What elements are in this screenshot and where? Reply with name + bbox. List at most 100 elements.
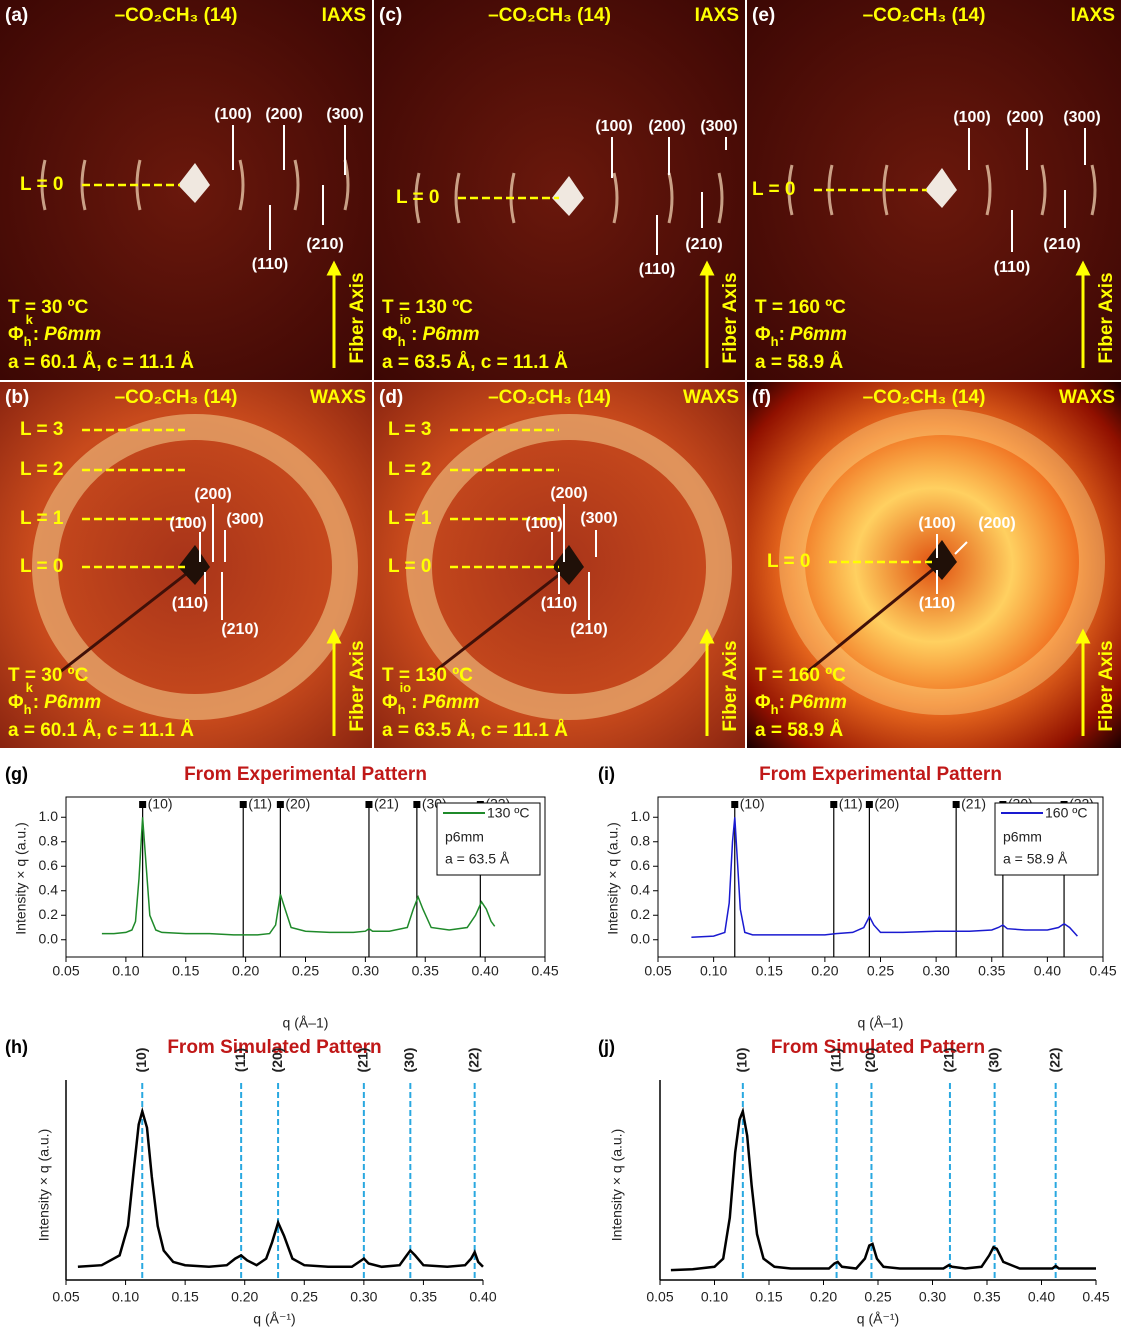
reflection-label: (210) [570, 621, 607, 638]
y-tick-label: 0.8 [631, 832, 651, 848]
reference-label: (11) [839, 796, 863, 812]
reference-label: (11) [827, 1048, 843, 1072]
phase-sub: h [398, 334, 406, 349]
phase-sup: k [26, 680, 34, 695]
layer-label: L = 2 [20, 459, 63, 480]
reflection-label: (110) [541, 595, 577, 612]
lattice: a = 60.1 Å, c = 11.1 Å [8, 352, 194, 373]
arc-reflection [882, 164, 889, 216]
reference-marker [731, 801, 739, 808]
panel-mode: IAXS [322, 5, 366, 26]
panel-label: (h) [5, 1037, 28, 1057]
phase-group: P6mm [422, 324, 479, 345]
diffraction-ring [32, 414, 358, 720]
temperature: T = 30 ºC [8, 665, 89, 686]
y-axis-label: Intensity × q (a.u.) [609, 1129, 625, 1241]
fiber-axis-label: Fiber Axis [347, 272, 368, 363]
phase: Φhk: P6mm [8, 312, 101, 349]
arc-reflection [717, 172, 724, 224]
phase-sep: : [779, 692, 785, 713]
reflection-label: (200) [978, 515, 1015, 532]
panel-title: –CO₂CH₃ (14) [863, 5, 986, 26]
phase: Φhk: P6mm [8, 680, 101, 717]
reflection-label: (110) [252, 256, 288, 273]
phase-group: P6mm [790, 324, 847, 345]
layer-label: L = 3 [388, 419, 431, 440]
x-tick-label: 0.10 [701, 1289, 728, 1305]
fiber-axis-label: Fiber Axis [1096, 272, 1117, 363]
diffraction-ring [779, 409, 1105, 715]
phase-symbol: Φ [382, 324, 398, 345]
layer-label: L = 2 [388, 459, 431, 480]
reference-label: (20) [874, 796, 899, 812]
panel-title: –CO₂CH₃ (14) [488, 387, 611, 408]
phase: Φh io: P6mm [382, 312, 480, 349]
panel-mode: WAXS [683, 387, 739, 408]
reference-label: (21) [961, 796, 986, 812]
reflection-label: (300) [326, 106, 363, 123]
reference-label: (10) [148, 796, 173, 812]
reference-label: (21) [355, 1048, 371, 1073]
panel-label: (e) [752, 5, 775, 26]
panel-label: (g) [5, 764, 28, 784]
arc-reflection [414, 172, 421, 224]
panel-title: –CO₂CH₃ (14) [863, 387, 986, 408]
x-tick-label: 0.45 [531, 963, 558, 979]
layer-label: L = 0 [752, 179, 795, 200]
x-tick-label: 0.30 [923, 963, 950, 979]
phase-sup: io [400, 680, 412, 695]
arc-reflection [1040, 164, 1047, 216]
legend-label: 130 ºC [487, 805, 529, 821]
chart-title: From Simulated Pattern [167, 1037, 381, 1058]
phase: Φh: P6mm [755, 324, 847, 349]
reflection-label: (200) [648, 118, 685, 135]
reference-marker [952, 801, 960, 808]
phase-sep: : [33, 692, 39, 713]
layer-label: L = 0 [20, 174, 63, 195]
phase-sub: h [771, 334, 779, 349]
layer-label: L = 1 [20, 508, 64, 529]
fiber-axis-label: Fiber Axis [347, 640, 368, 731]
x-tick-label: 0.40 [1034, 963, 1061, 979]
x-tick-label: 0.25 [864, 1289, 891, 1305]
x-axis-label: q (Å–1) [858, 1015, 904, 1031]
y-tick-label: 1.0 [39, 808, 59, 824]
x-tick-label: 0.15 [172, 963, 199, 979]
reflection-label: (210) [685, 236, 722, 253]
reflection-label: (100) [525, 515, 562, 532]
reference-label: (30) [401, 1048, 417, 1073]
temperature: T = 160 ºC [755, 297, 846, 318]
x-tick-label: 0.05 [52, 963, 79, 979]
reference-label: (30) [985, 1048, 1001, 1073]
legend-label: 160 ºC [1045, 805, 1087, 821]
data-line [670, 1106, 1096, 1272]
reference-marker [830, 801, 838, 808]
phase: Φh: P6mm [755, 692, 847, 717]
arc-reflection [985, 164, 992, 216]
temperature: T = 130 ºC [382, 665, 473, 686]
phase-sub: h [24, 702, 32, 717]
reflection-label: (110) [639, 261, 675, 278]
panel-label: (d) [379, 387, 403, 408]
x-tick-label: 0.30 [919, 1289, 946, 1305]
arc-reflection [1090, 164, 1097, 216]
chart-title: From Experimental Pattern [759, 764, 1002, 785]
y-tick-label: 0.2 [39, 906, 59, 922]
phase-sub: h [771, 702, 779, 717]
phase-group: P6mm [44, 324, 101, 345]
x-tick-label: 0.20 [811, 963, 838, 979]
x-tick-label: 0.05 [646, 1289, 673, 1305]
arc-reflection [612, 172, 619, 224]
phase-sub: h [24, 334, 32, 349]
layer-label: L = 1 [388, 508, 432, 529]
reference-label: (10) [740, 796, 765, 812]
panel-label: (f) [752, 387, 771, 408]
phase-sep: : [411, 324, 417, 345]
reference-label: (22) [1046, 1048, 1062, 1073]
y-tick-label: 0.0 [39, 930, 59, 946]
x-tick-label: 0.10 [112, 963, 139, 979]
reference-label: (20) [285, 796, 310, 812]
beam-center [925, 168, 957, 208]
fiber-axis-label: Fiber Axis [720, 640, 741, 731]
x-tick-label: 0.20 [232, 963, 259, 979]
